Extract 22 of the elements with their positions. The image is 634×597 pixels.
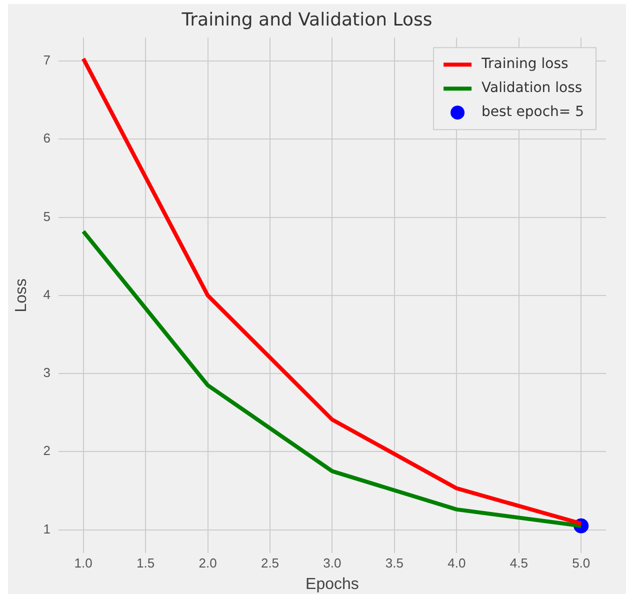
legend-label: Validation loss	[482, 80, 582, 96]
x-tick-label: 3.0	[323, 556, 342, 571]
y-tick-label: 3	[43, 365, 50, 380]
y-tick-label: 7	[43, 52, 50, 68]
x-tick-label: 1.5	[136, 556, 155, 571]
x-tick-label: 5.0	[572, 556, 590, 571]
x-tick-label: 3.5	[385, 556, 404, 571]
x-tick-label: 2.0	[198, 556, 217, 571]
y-tick-label: 2	[43, 443, 50, 458]
x-axis-title: Epochs	[306, 576, 359, 593]
chart-title: Training and Validation Loss	[180, 9, 432, 30]
x-tick-label: 2.5	[260, 556, 280, 571]
legend-label: best epoch= 5	[482, 104, 584, 120]
y-tick-label: 6	[43, 130, 50, 146]
y-axis-title: Loss	[13, 278, 30, 312]
y-tick-label: 4	[43, 286, 50, 302]
x-tick-label: 1.0	[74, 556, 92, 571]
x-tick-label: 4.0	[448, 556, 466, 571]
x-tick-label: 4.5	[510, 556, 528, 571]
y-tick-label: 1	[43, 521, 50, 536]
legend-label: Training loss	[480, 56, 568, 72]
y-tick-label: 5	[43, 208, 50, 224]
